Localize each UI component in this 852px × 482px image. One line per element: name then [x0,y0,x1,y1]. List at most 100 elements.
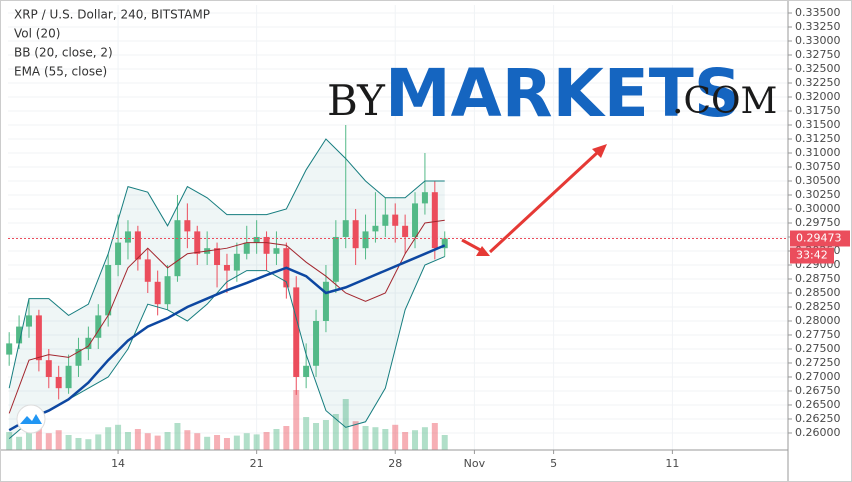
grid [8,5,788,450]
volume-bar [25,429,32,450]
logo-circle [16,404,46,434]
y-tick-label: 0.27500 [795,342,841,355]
volume-bar [6,432,13,450]
x-tick-label: Nov [464,457,486,470]
volume-bar [35,426,42,450]
y-tick-label: 0.33000 [795,34,841,47]
candle-body [352,220,359,249]
indicator-label: Vol (20) [14,27,60,41]
candle-body [253,236,260,243]
candle-body [273,248,280,254]
candles-layer [6,124,448,400]
y-tick-label: 0.28500 [795,286,841,299]
y-tick-label: 0.31000 [795,146,841,159]
axes: 0.260000.262500.265000.267500.270000.272… [111,6,850,470]
volume-bar [362,426,369,450]
arrow-head [592,144,607,158]
candle-body [55,376,62,389]
y-tick-label: 0.28000 [795,314,841,327]
candle-body [105,264,112,316]
candle-body [134,231,141,260]
volume-bar [115,424,122,450]
y-tick-label: 0.32250 [795,76,841,89]
volume-bar [412,430,419,450]
y-tick-label: 0.26750 [795,384,841,397]
arrow-head [476,246,490,256]
y-tick-label: 0.32000 [795,90,841,103]
y-tick-label: 0.28250 [795,300,841,313]
candle-body [233,253,240,271]
x-tick-label: 14 [111,457,125,470]
candle-body [372,225,379,232]
volume-bar [16,436,23,450]
candle-body [214,248,221,265]
volume-bar [431,423,438,450]
candle-body [263,236,270,254]
volume-bar [65,435,72,450]
volume-bar [184,430,191,450]
last-price-label: 0.29473 [796,232,842,245]
candle-body [412,203,419,237]
y-tick-label: 0.30000 [795,202,841,215]
candle-body [16,326,23,344]
y-tick-label: 0.30500 [795,174,841,187]
candle-body [322,281,329,321]
volume-bar [154,435,161,450]
candle-body [313,320,320,366]
volume-bar [263,432,270,450]
x-tick-label: 21 [250,457,264,470]
indicator-label: BB (20, close, 2) [14,46,113,60]
candle-body [95,315,102,338]
countdown-label: 33:42 [796,249,828,262]
candle-body [392,214,399,226]
volume-bar [293,390,300,450]
countdown-box [790,247,834,264]
y-tick-label: 0.31250 [795,132,841,145]
logo-mark [20,414,42,424]
chart-title: XRP / U.S. Dollar, 240, BITSTAMP [14,8,210,22]
candle-body [421,192,428,204]
volume-bar [253,434,260,450]
candle-body [382,214,389,226]
candle-body [362,231,369,249]
candle-body [293,287,300,377]
candle-body [441,238,448,249]
y-tick-label: 0.27000 [795,370,841,383]
volume-bar [283,426,290,450]
candle-body [115,242,122,265]
volume-bar [85,439,92,450]
volume-bar [164,432,171,450]
volume-bar [45,433,52,450]
arrow-line [488,150,600,254]
volume-bar [144,433,151,450]
candle-body [303,365,310,377]
watermark-prefix: BY [327,76,386,125]
x-tick-label: 11 [665,457,679,470]
watermark-main: MARKETS [385,55,741,132]
y-tick-label: 0.29750 [795,216,841,229]
candle-body [124,231,131,243]
y-tick-label: 0.27750 [795,328,841,341]
y-tick-label: 0.26000 [795,426,841,439]
y-tick-label: 0.26250 [795,412,841,425]
annotation-arrows [461,144,607,256]
y-tick-label: 0.33500 [795,6,841,19]
volume-bar [303,417,310,450]
last-price-box [790,230,850,247]
y-tick-label: 0.33250 [795,20,841,33]
x-tick-label: 5 [550,457,557,470]
volume-bar [134,429,141,450]
candle-body [243,242,250,254]
volume-layer [6,390,448,450]
candle-body [6,343,13,355]
candle-body [45,360,52,377]
y-tick-label: 0.32500 [795,62,841,75]
volume-bar [223,438,230,450]
volume-bar [322,420,329,450]
volume-bar [342,399,349,450]
y-tick-label: 0.30250 [795,188,841,201]
candle-body [223,264,230,271]
y-tick-label: 0.32750 [795,48,841,61]
indicator-line [8,138,445,389]
